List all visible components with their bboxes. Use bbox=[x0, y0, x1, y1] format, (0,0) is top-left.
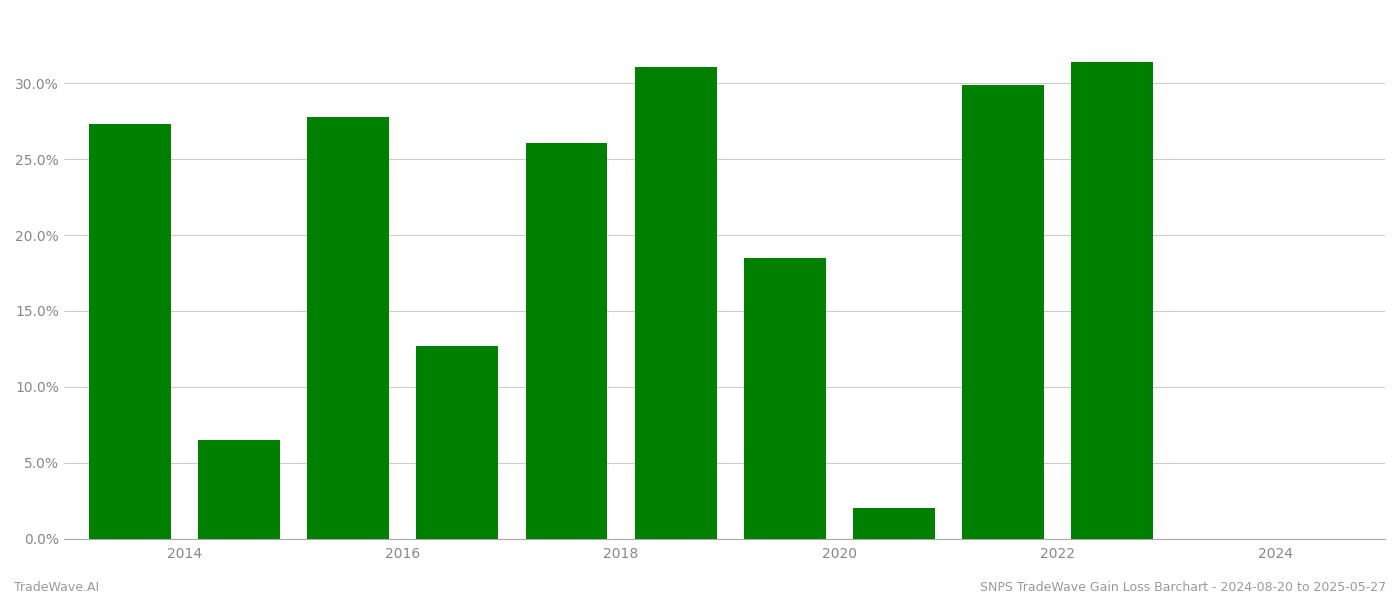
Bar bbox=[962, 85, 1044, 539]
Bar bbox=[416, 346, 498, 539]
Bar bbox=[1071, 62, 1154, 539]
Bar bbox=[199, 440, 280, 539]
Bar bbox=[90, 124, 171, 539]
Text: SNPS TradeWave Gain Loss Barchart - 2024-08-20 to 2025-05-27: SNPS TradeWave Gain Loss Barchart - 2024… bbox=[980, 581, 1386, 594]
Bar bbox=[743, 258, 826, 539]
Bar bbox=[307, 116, 389, 539]
Text: TradeWave.AI: TradeWave.AI bbox=[14, 581, 99, 594]
Bar bbox=[525, 143, 608, 539]
Bar bbox=[634, 67, 717, 539]
Bar bbox=[853, 508, 935, 539]
